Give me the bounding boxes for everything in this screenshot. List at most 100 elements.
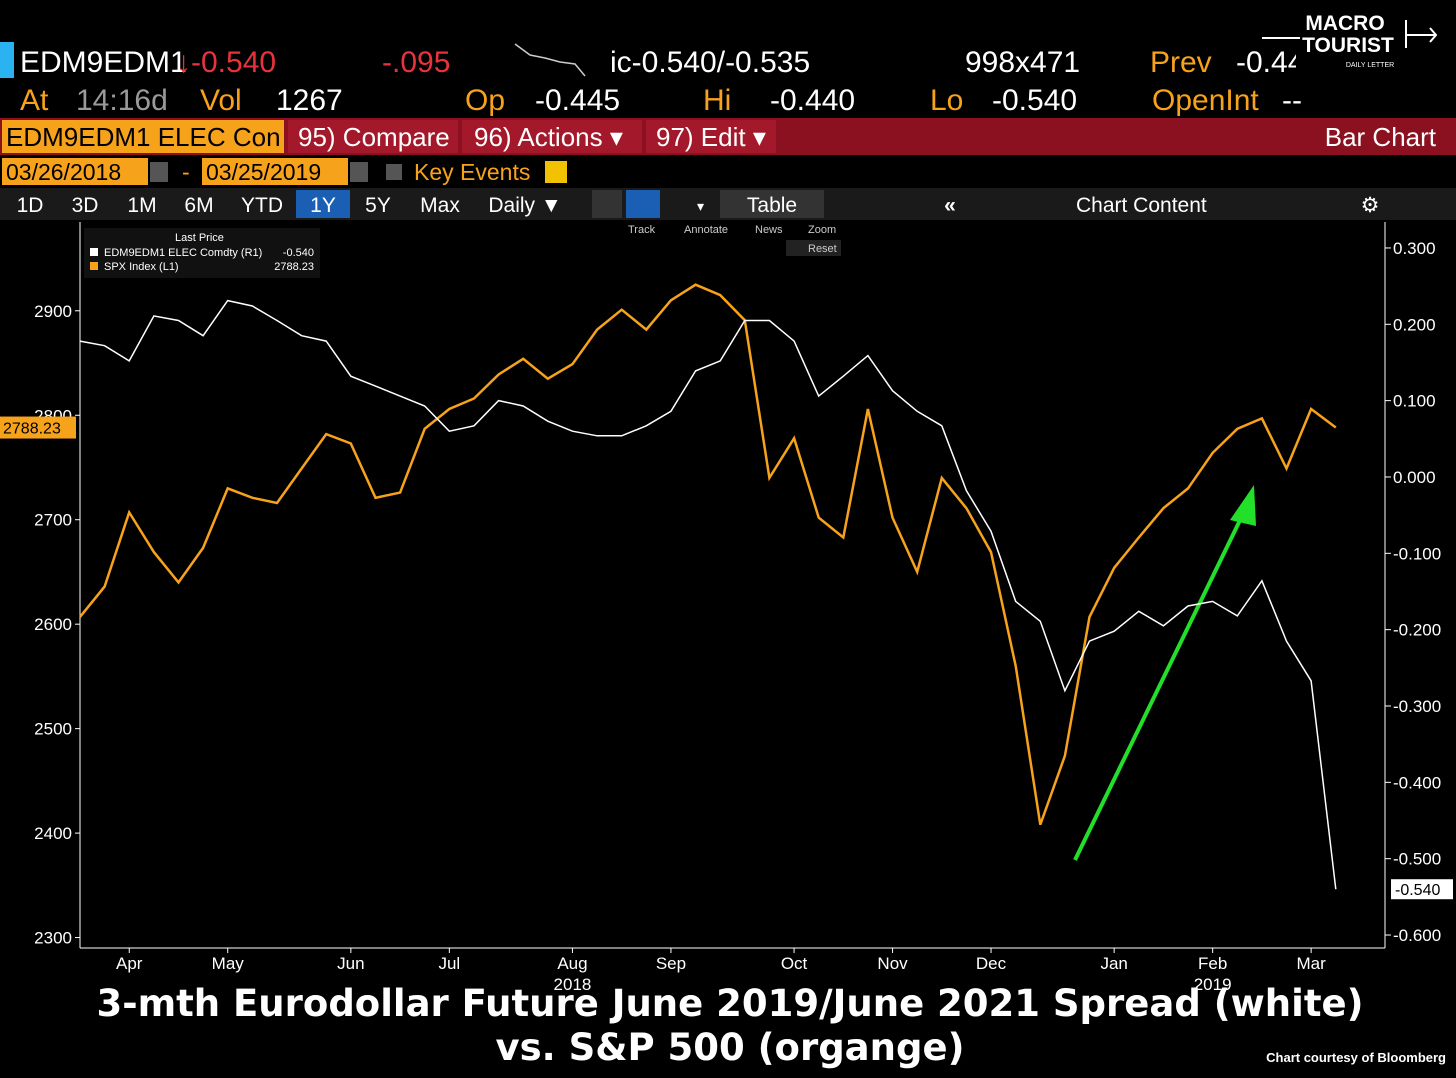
- end-date-field[interactable]: [202, 158, 348, 185]
- y-tick-label: 2300: [34, 929, 72, 948]
- y-tick-label: 2600: [34, 615, 72, 634]
- legend: [84, 228, 320, 278]
- edit-button-text[interactable]: 97) Edit ▾: [656, 122, 766, 152]
- tab[interactable]: Max: [420, 194, 460, 217]
- legend-value: 2788.23: [274, 261, 314, 273]
- start-date[interactable]: 03/26/2018: [6, 159, 121, 185]
- legend-swatch: [90, 248, 98, 256]
- start-date-field[interactable]: [2, 158, 148, 185]
- tab[interactable]: 1D: [17, 194, 44, 217]
- more-button[interactable]: ▾: [697, 198, 704, 214]
- high-label: Hi: [703, 84, 731, 117]
- security-field[interactable]: [2, 120, 284, 153]
- edit-button[interactable]: [646, 120, 776, 153]
- low-label: Lo: [930, 84, 963, 117]
- y2-tick-label: 0.000: [1393, 468, 1436, 487]
- chart-tool[interactable]: Track: [628, 224, 656, 236]
- x-tick-label: Jan: [1100, 954, 1127, 973]
- time-label: At: [20, 84, 49, 117]
- time-value: 14:16d: [76, 84, 168, 117]
- x-tick-label: Aug: [557, 954, 587, 973]
- tab[interactable]: 6M: [184, 194, 213, 217]
- y2-tick-label: 0.300: [1393, 239, 1436, 258]
- chart-content-button[interactable]: Chart Content: [1076, 194, 1207, 217]
- y2-tick-label: -0.100: [1393, 544, 1441, 563]
- tab[interactable]: YTD: [241, 194, 283, 217]
- high-value: -0.440: [770, 84, 855, 117]
- pct-change: -.095: [382, 46, 450, 79]
- x-group-label: 2018: [554, 975, 592, 994]
- x-tick-label: Sep: [656, 954, 686, 973]
- tab[interactable]: 1M: [127, 194, 156, 217]
- security-text[interactable]: EDM9EDM1 ELEC Con: [6, 122, 281, 152]
- date-separator: -: [182, 159, 190, 185]
- logo: MACRO TOURIST DAILY LETTER: [1262, 8, 1438, 74]
- open-value: -0.445: [535, 84, 620, 117]
- actions-button-text[interactable]: 96) Actions ▾: [474, 122, 623, 152]
- y-tick-label: 2700: [34, 511, 72, 530]
- series-line: [79, 299, 1337, 890]
- calendar-icon[interactable]: [150, 162, 168, 182]
- chart-tool[interactable]: Annotate: [684, 224, 728, 236]
- checkbox[interactable]: [386, 164, 402, 180]
- collapse-button[interactable]: «: [944, 194, 956, 217]
- info-icon[interactable]: [545, 161, 567, 183]
- reset-button-bg[interactable]: [786, 240, 841, 256]
- x-tick-label: Jul: [438, 954, 460, 973]
- caption-line: 3-mth Eurodollar Future June 2019/June 2…: [96, 982, 1363, 1025]
- tab[interactable]: 3D: [72, 194, 99, 217]
- change: ↓-0.540: [176, 46, 276, 79]
- x-tick-label: Mar: [1296, 954, 1326, 973]
- prev-value: -0.44: [1236, 46, 1304, 79]
- x-tick-label: Oct: [781, 954, 808, 973]
- frequency-dropdown[interactable]: Daily ▼: [488, 194, 561, 217]
- chart-tool[interactable]: News: [755, 224, 783, 236]
- settings-button[interactable]: ⚙: [1361, 194, 1380, 217]
- calendar-icon[interactable]: [350, 162, 368, 182]
- key-events[interactable]: Key Events: [414, 159, 530, 185]
- compare-button[interactable]: [288, 120, 458, 153]
- table-button[interactable]: Table: [747, 194, 797, 217]
- x-tick-label: Dec: [976, 954, 1007, 973]
- legend-title: Last Price: [175, 232, 224, 244]
- y2-tick-label: -0.300: [1393, 697, 1441, 716]
- low-value: -0.540: [992, 84, 1077, 117]
- actions-button[interactable]: [462, 120, 642, 153]
- tab[interactable]: 1Y: [310, 194, 336, 217]
- chart-tool[interactable]: Zoom: [808, 224, 836, 236]
- compare-button-text[interactable]: 95) Compare: [298, 122, 450, 152]
- open-int-label: OpenInt: [1152, 84, 1259, 117]
- trend-arrow: [1073, 511, 1246, 861]
- last-value-label: 2788.23: [3, 421, 61, 438]
- trend-arrow-head: [1230, 485, 1256, 526]
- legend-label: EDM9EDM1 ELEC Comdty (R1): [104, 247, 262, 259]
- open-int-value: --: [1282, 84, 1302, 117]
- x-tick-label: Feb: [1198, 954, 1227, 973]
- view-name: Bar Chart: [1325, 122, 1437, 152]
- y-tick-label: 2400: [34, 824, 72, 843]
- logo-arrow: [1262, 20, 1438, 48]
- tab-active[interactable]: [296, 190, 350, 218]
- vol-label: Vol: [200, 84, 242, 117]
- reset-button[interactable]: Reset: [808, 243, 837, 255]
- x-group-label: 2019: [1194, 975, 1232, 994]
- y2-tick-label: -0.500: [1393, 850, 1441, 869]
- legend-label: SPX Index (L1): [104, 261, 179, 273]
- y2-tick-label: -0.200: [1393, 621, 1441, 640]
- tab[interactable]: 5Y: [365, 194, 391, 217]
- cursor: [0, 42, 14, 78]
- caption-line: vs. S&P 500 (organge): [496, 1026, 965, 1069]
- end-date[interactable]: 03/25/2019: [206, 159, 321, 185]
- logo-line: TOURIST: [1302, 34, 1394, 57]
- last-value-label: -0.540: [1395, 882, 1440, 899]
- y2-tick-label: -0.600: [1393, 926, 1441, 945]
- y2-tick-label: -0.400: [1393, 773, 1441, 792]
- open-label: Op: [465, 84, 505, 117]
- y2-tick-label: 0.100: [1393, 392, 1436, 411]
- table-button-bg[interactable]: [720, 190, 824, 218]
- legend-swatch: [90, 262, 98, 270]
- bar-chart-button[interactable]: [626, 190, 660, 218]
- ticker: EDM9EDM1: [20, 46, 187, 79]
- line-chart-button[interactable]: [592, 190, 622, 218]
